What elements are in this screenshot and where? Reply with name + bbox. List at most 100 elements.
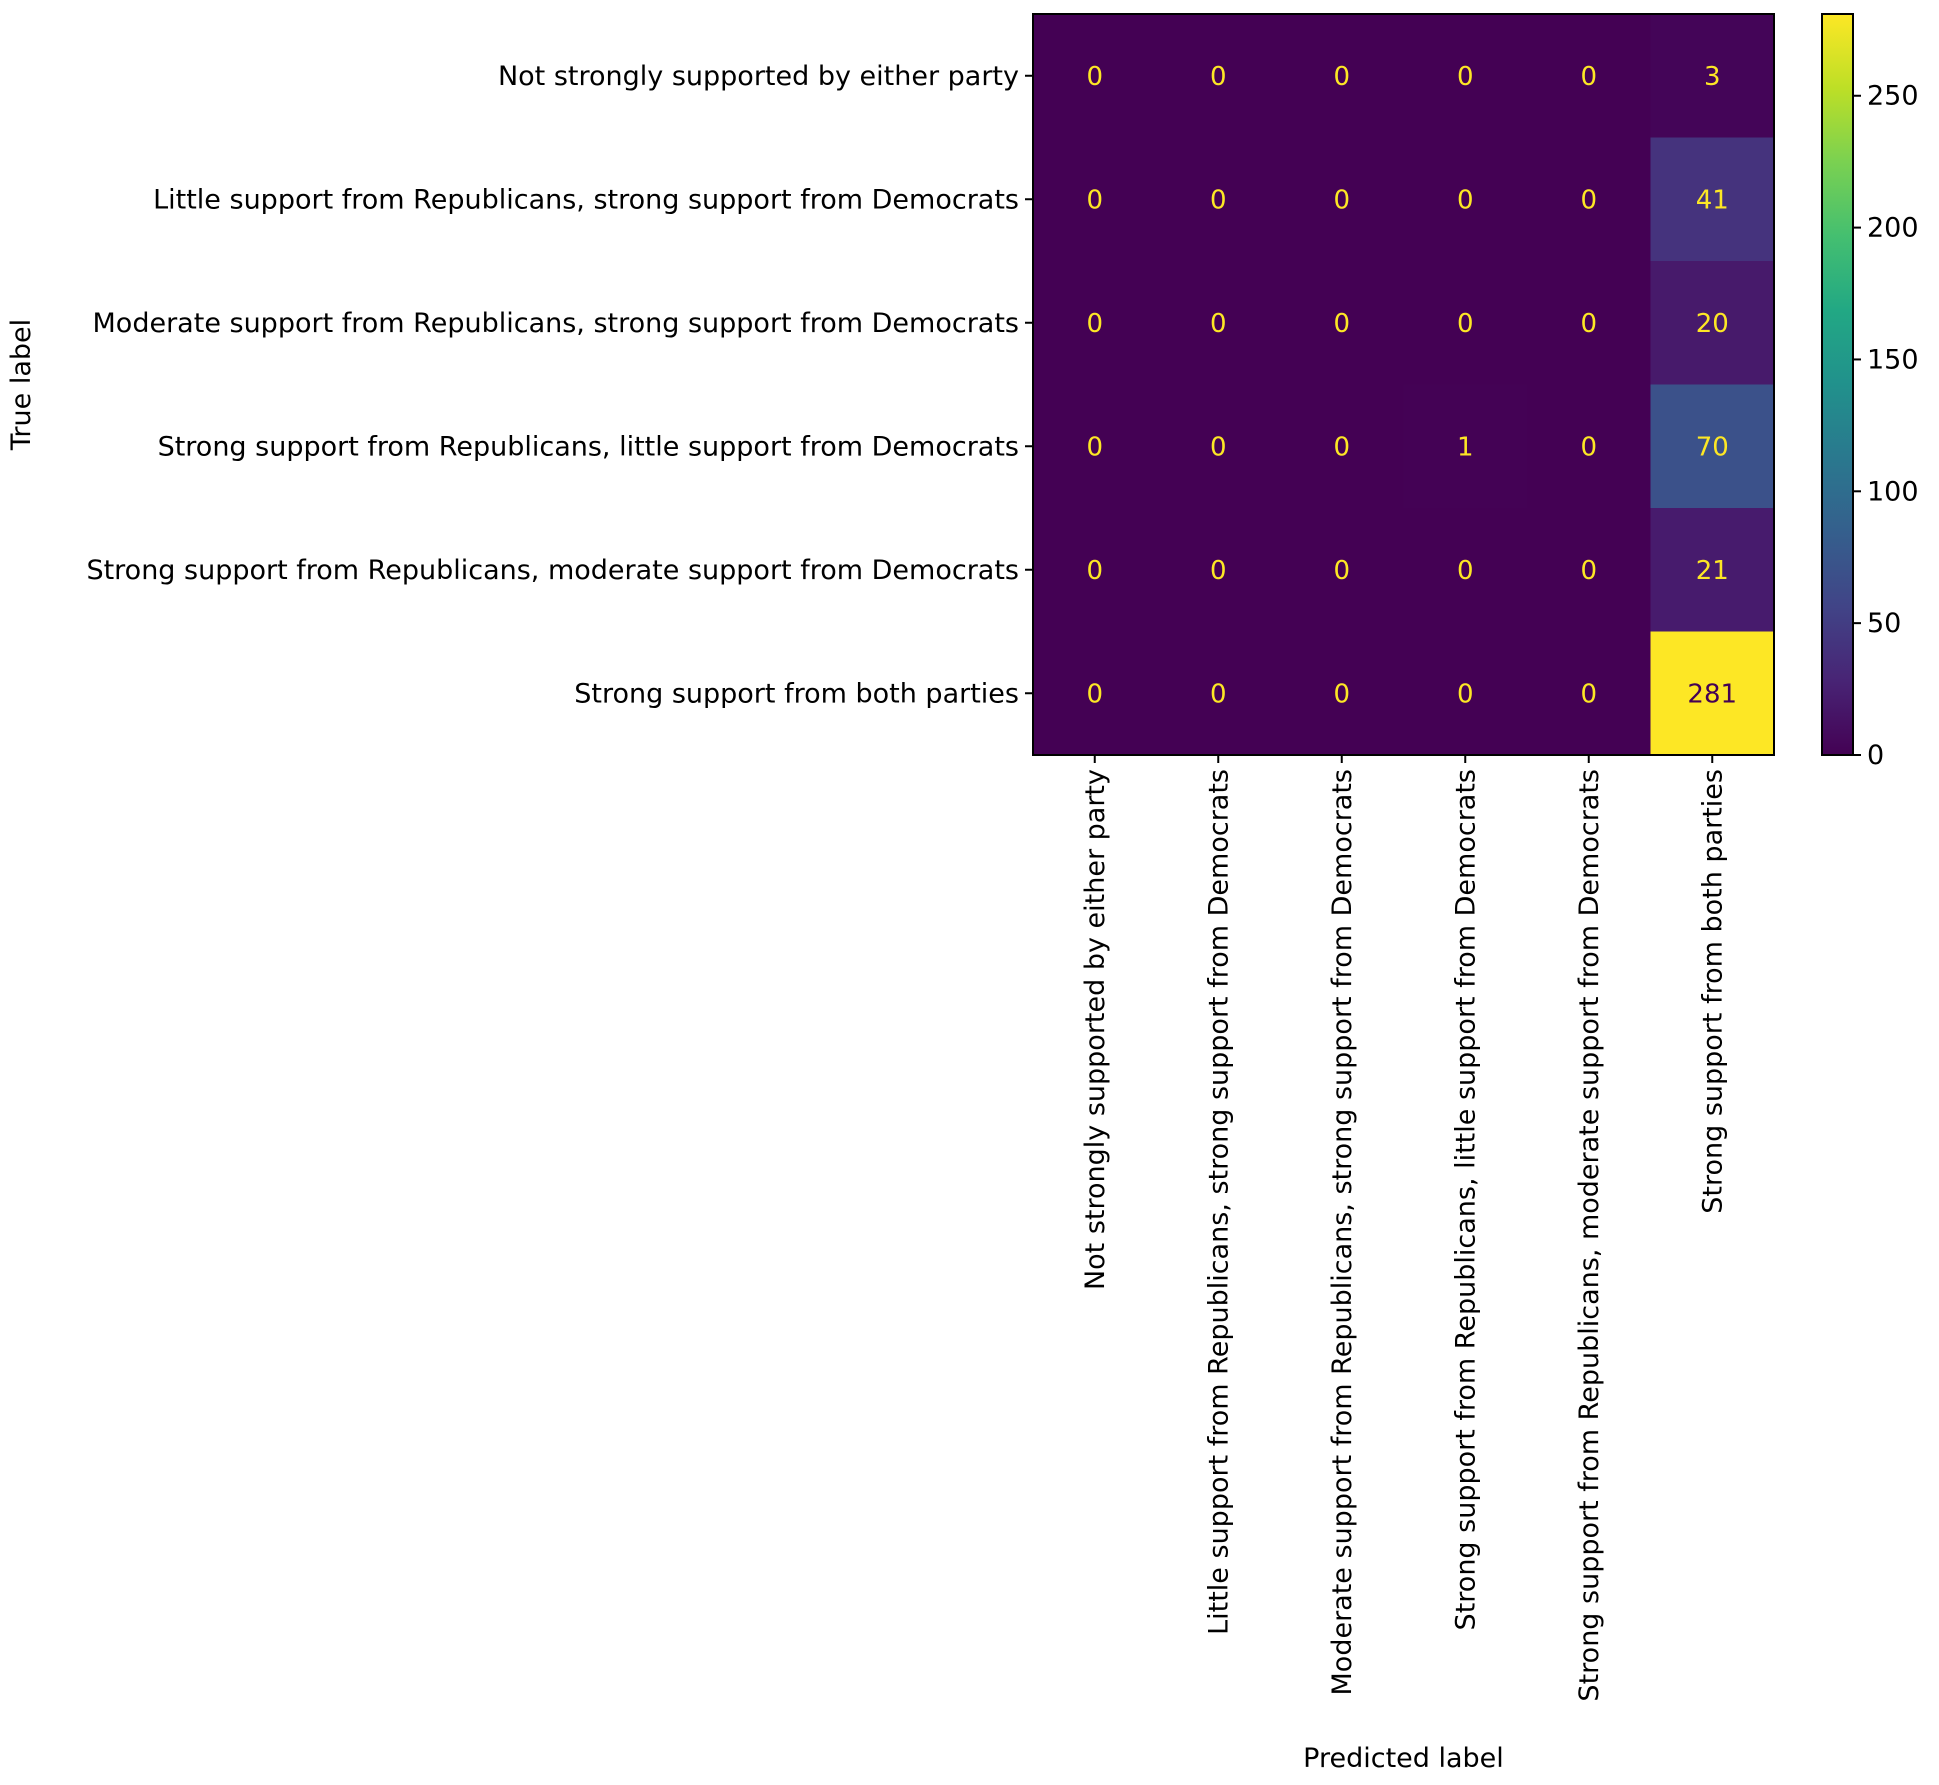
y-tick-label: Strong support from both parties — [574, 678, 1019, 709]
cell-value-label: 0 — [1086, 679, 1103, 709]
heatmap-cell — [1033, 14, 1158, 139]
heatmap-cell — [1527, 384, 1652, 509]
heatmap-cell — [1280, 631, 1405, 756]
cell-value-label: 0 — [1580, 556, 1597, 586]
cell-value-label: 0 — [1086, 62, 1103, 92]
heatmap-cell — [1527, 631, 1652, 756]
heatmap-cell — [1403, 14, 1528, 139]
heatmap-cells — [1033, 14, 1775, 756]
heatmap-cell — [1527, 508, 1652, 633]
x-tick-label: Strong support from Republicans, little … — [1450, 769, 1481, 1630]
y-tick-label: Little support from Republicans, strong … — [153, 184, 1019, 215]
heatmap-cell — [1403, 261, 1528, 386]
heatmap-cell — [1156, 631, 1281, 756]
heatmap-cell — [1280, 508, 1405, 633]
heatmap-cell — [1280, 261, 1405, 386]
cell-value-label: 0 — [1210, 309, 1227, 339]
heatmap-cell — [1156, 137, 1281, 262]
cell-value-label: 0 — [1210, 62, 1227, 92]
heatmap-cell — [1650, 261, 1775, 386]
cell-value-label: 0 — [1086, 556, 1103, 586]
cell-value-label: 0 — [1333, 309, 1350, 339]
heatmap-cell — [1650, 14, 1775, 139]
colorbar-tick-label: 50 — [1867, 608, 1901, 639]
x-tick-label: Moderate support from Republicans, stron… — [1327, 769, 1358, 1695]
heatmap-cell — [1033, 508, 1158, 633]
cell-value-label: 0 — [1333, 679, 1350, 709]
heatmap-cell — [1650, 137, 1775, 262]
heatmap-cell — [1403, 508, 1528, 633]
cell-value-labels: 0 0 0 0 0 3 0 0 0 0 0 41 0 0 0 0 0 20 0 0 0 1 0 70 0 0 0 0 0 21 0 0 0 0 0 2… — [1086, 62, 1737, 710]
cell-value-label: 0 — [1457, 679, 1474, 709]
cell-value-label: 41 — [1696, 185, 1729, 215]
cell-value-label: 21 — [1696, 556, 1729, 586]
cell-value-label: 0 — [1210, 185, 1227, 215]
heatmap-cell — [1156, 14, 1281, 139]
y-tick-label: Not strongly supported by either party — [498, 61, 1019, 92]
cell-value-label: 0 — [1580, 679, 1597, 709]
cell-value-label: 0 — [1457, 185, 1474, 215]
x-tick-label: Little support from Republicans, strong … — [1203, 769, 1234, 1635]
colorbar-tick-label: 150 — [1867, 344, 1919, 375]
cell-value-label: 0 — [1210, 679, 1227, 709]
cell-value-label: 0 — [1580, 432, 1597, 462]
cell-value-label: 3 — [1704, 62, 1721, 92]
cell-value-label: 0 — [1457, 62, 1474, 92]
y-axis-ticks: Not strongly supported by either party Li… — [86, 61, 1033, 709]
x-axis-ticks: Not strongly supported by either party Li… — [1080, 755, 1728, 1702]
cell-value-label: 0 — [1086, 309, 1103, 339]
heatmap-cell — [1280, 14, 1405, 139]
x-tick-label: Strong support from Republicans, moderat… — [1574, 769, 1605, 1702]
cell-value-label: 0 — [1086, 432, 1103, 462]
colorbar-tick-label: 0 — [1867, 740, 1884, 771]
cell-value-label: 20 — [1696, 309, 1729, 339]
cell-value-label: 0 — [1210, 556, 1227, 586]
y-tick-label: Strong support from Republicans, little … — [158, 431, 1019, 462]
heatmap-cell — [1033, 137, 1158, 262]
cell-value-label: 0 — [1580, 309, 1597, 339]
x-tick-label: Not strongly supported by either party — [1080, 769, 1111, 1290]
y-tick-label: Strong support from Republicans, moderat… — [86, 555, 1019, 586]
colorbar-tick-label: 200 — [1867, 213, 1919, 244]
x-axis-label: Predicted label — [1303, 1743, 1504, 1774]
cell-value-label: 0 — [1086, 185, 1103, 215]
colorbar-tick-label: 100 — [1867, 476, 1919, 507]
heatmap-cell — [1403, 137, 1528, 262]
heatmap-cell — [1650, 384, 1775, 509]
heatmap-cell — [1033, 631, 1158, 756]
x-tick-label: Strong support from both parties — [1697, 769, 1728, 1214]
heatmap-cell — [1033, 384, 1158, 509]
heatmap-cell — [1527, 261, 1652, 386]
heatmap-cell — [1156, 384, 1281, 509]
plot-frame — [1032, 13, 1775, 756]
cell-value-label: 0 — [1580, 185, 1597, 215]
heatmap-cell — [1156, 261, 1281, 386]
colorbar-tick-label: 250 — [1867, 81, 1919, 112]
heatmap-cell — [1650, 508, 1775, 633]
heatmap-cell — [1403, 384, 1528, 509]
cell-value-label: 0 — [1333, 185, 1350, 215]
cell-value-label: 0 — [1457, 309, 1474, 339]
heatmap-cell — [1280, 384, 1405, 509]
cell-value-label: 0 — [1580, 62, 1597, 92]
heatmap-cell — [1156, 508, 1281, 633]
heatmap-cell — [1650, 631, 1775, 756]
colorbar-ticks: 0 50 100 150 200 250 — [1853, 81, 1919, 771]
cell-value-label: 0 — [1333, 556, 1350, 586]
cell-value-label: 0 — [1210, 432, 1227, 462]
colorbar — [1821, 13, 1854, 756]
heatmap-cell — [1403, 631, 1528, 756]
y-tick-label: Moderate support from Republicans, stron… — [93, 308, 1019, 339]
cell-value-label: 0 — [1333, 432, 1350, 462]
heatmap-cell — [1033, 261, 1158, 386]
y-axis-label: True label — [6, 319, 37, 451]
heatmap-cell — [1527, 137, 1652, 262]
cell-value-label: 281 — [1687, 679, 1737, 709]
cell-value-label: 1 — [1457, 432, 1474, 462]
cell-value-label: 0 — [1457, 556, 1474, 586]
heatmap-cell — [1527, 14, 1652, 139]
cell-value-label: 0 — [1333, 62, 1350, 92]
heatmap-cell — [1280, 137, 1405, 262]
cell-value-label: 70 — [1696, 432, 1729, 462]
